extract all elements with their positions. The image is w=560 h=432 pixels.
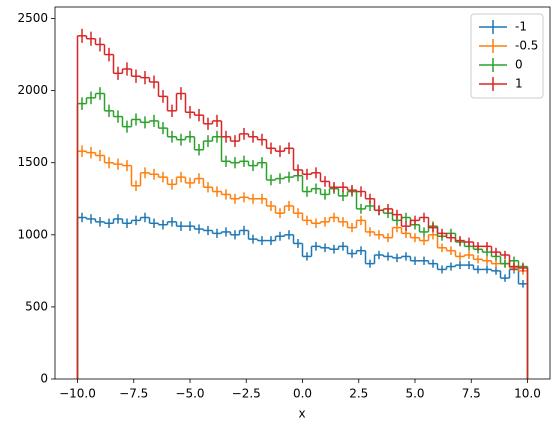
legend-label: -0.5 xyxy=(515,39,538,53)
legend-label: 0 xyxy=(515,58,523,72)
x-axis-label: x xyxy=(298,407,305,421)
y-tick-label: 1500 xyxy=(17,155,48,169)
series xyxy=(76,28,529,379)
x-tick-label: −10.0 xyxy=(59,387,96,401)
y-tick-label: 500 xyxy=(25,299,48,313)
y-tick-label: 2500 xyxy=(17,11,48,25)
y-tick-label: 1000 xyxy=(17,227,48,241)
legend-box xyxy=(470,13,544,99)
x-tick-label: −5.0 xyxy=(175,387,204,401)
x-tick-label: 2.5 xyxy=(349,387,368,401)
x-tick-label: −2.5 xyxy=(232,387,261,401)
legend: -1 -0.5 0 1 xyxy=(470,13,544,99)
series xyxy=(76,87,529,379)
legend-label: 1 xyxy=(515,77,523,91)
plot-frame xyxy=(54,6,551,380)
legend-label: -1 xyxy=(515,20,527,34)
x-tick-label: 0.0 xyxy=(293,387,312,401)
x-tick-label: −7.5 xyxy=(119,387,148,401)
y-tick-label: 2000 xyxy=(17,83,48,97)
y-tick-label: 0 xyxy=(40,372,48,386)
x-tick-label: 10.0 xyxy=(514,387,541,401)
x-tick-label: 5.0 xyxy=(405,387,424,401)
x-tick-label: 7.5 xyxy=(462,387,481,401)
